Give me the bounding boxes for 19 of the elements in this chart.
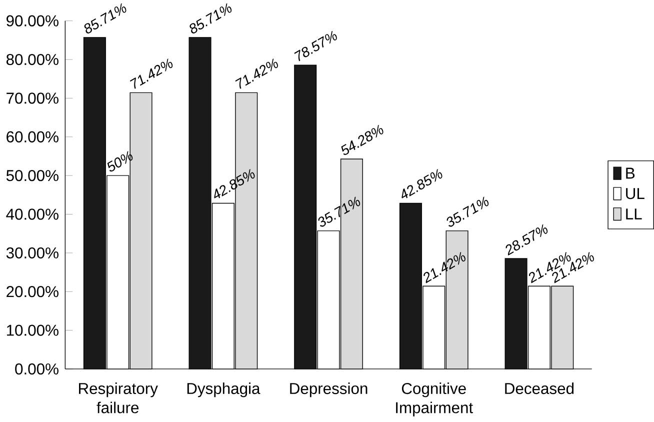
y-tick-label: 0.00% [15, 363, 58, 374]
legend-label: B [626, 168, 635, 179]
legend-label: LL [626, 208, 642, 220]
legend-label: UL [626, 188, 644, 200]
y-tick-label: 10.00% [7, 324, 58, 336]
x-tick-label: Respiratory failure [79, 382, 158, 414]
y-tick-label: 90.00% [6, 15, 58, 26]
x-tick-label: Cognitive Impairment [396, 382, 473, 416]
x-tick-label: Depression [290, 382, 368, 398]
y-tick-label: 70.00% [6, 92, 58, 104]
y-tick-label: 50.00% [6, 170, 58, 182]
x-tick-label: Deceased [505, 382, 574, 394]
data-label: 50% [107, 150, 133, 172]
y-tick-label: 30.00% [6, 247, 58, 258]
y-tick-label: 20.00% [6, 286, 58, 298]
x-tick-label: Dysphagia [187, 382, 260, 398]
y-tick-label: 40.00% [6, 208, 58, 220]
y-tick-label: 60.00% [6, 131, 58, 142]
y-tick-label: 80.00% [6, 54, 58, 65]
